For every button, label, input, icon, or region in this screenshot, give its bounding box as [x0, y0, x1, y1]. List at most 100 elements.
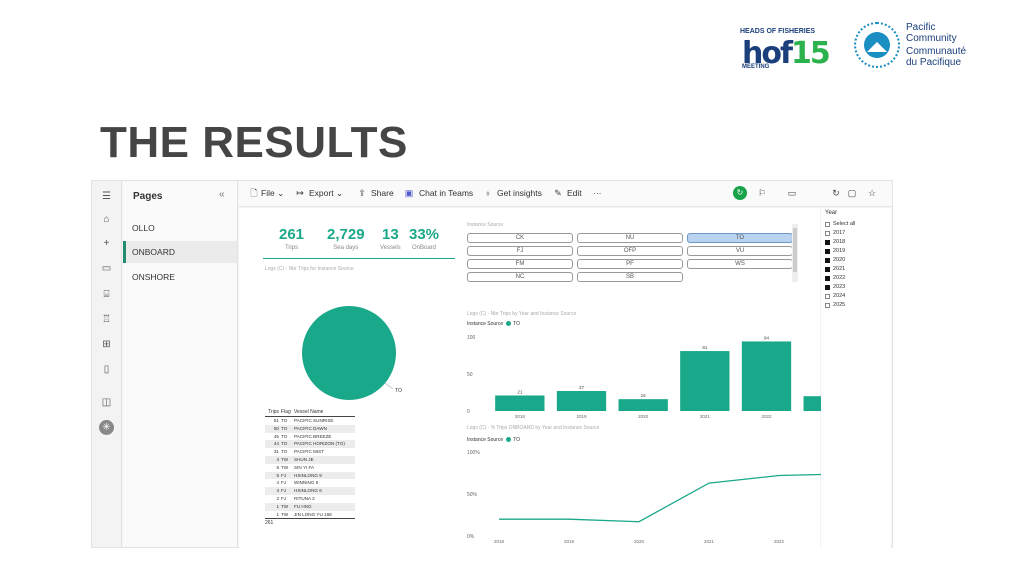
- browse-icon[interactable]: ▭: [101, 263, 112, 274]
- goals-icon[interactable]: ♖: [102, 314, 111, 325]
- trips-cell: 51: [273, 418, 279, 423]
- refresh-status-icon[interactable]: ↻: [733, 186, 747, 200]
- home-icon[interactable]: ⌂: [103, 214, 110, 225]
- checkbox-icon: [825, 239, 830, 245]
- slicer-option-ck[interactable]: CK: [467, 233, 573, 243]
- data-hub-icon[interactable]: ⌸: [103, 289, 110, 300]
- flag-cell: TW: [281, 456, 289, 462]
- slicer-option-to[interactable]: TO: [687, 233, 793, 243]
- table-row: 4 FJ WINNING 6: [265, 479, 355, 487]
- checkbox-icon: [825, 293, 830, 299]
- pie-caption: Logs (C) - Nbr Trips for Instance Source: [265, 266, 354, 272]
- hof-logo-mark: hof15: [742, 36, 831, 71]
- year-option-2021[interactable]: 2021: [825, 265, 845, 273]
- share-button[interactable]: Share: [371, 188, 394, 198]
- flag-cell: TW: [281, 503, 289, 509]
- checkbox-icon: [825, 266, 830, 272]
- export-menu[interactable]: Export ⌄: [309, 188, 344, 198]
- teams-icon: ▣: [404, 188, 414, 198]
- line-x-tick: 2021: [704, 539, 715, 544]
- comment-icon[interactable]: ▢: [847, 188, 857, 198]
- kpi-divider: [263, 258, 455, 259]
- bar-x-tick: 2022: [761, 414, 772, 419]
- line-legend: Instance Source TO: [467, 437, 520, 443]
- create-icon[interactable]: +: [103, 238, 110, 249]
- trips-cell: 5: [276, 472, 279, 478]
- line-x-tick: 2019: [564, 539, 575, 544]
- bar-legend: Instance Source TO: [467, 321, 520, 327]
- workspace-avatar-icon[interactable]: ✳: [99, 420, 114, 435]
- bar-y-tick: 50: [467, 372, 473, 378]
- year-option-label: Select all: [833, 221, 856, 227]
- slicer-option-vu[interactable]: VU: [687, 246, 793, 256]
- left-nav-rail: ☰ ⌂ + ▭ ⌸ ♖ ⊞ ▯ ◫ ✳: [92, 181, 122, 547]
- menu-icon[interactable]: ☰: [102, 191, 111, 202]
- heads-of-fisheries-logo: HEADS OF FISHERIES hof15 MEETING: [740, 28, 831, 72]
- get-insights-button[interactable]: Get insights: [497, 188, 542, 198]
- slicer-option-ws[interactable]: WS: [687, 259, 793, 269]
- bar-data-label: 16: [641, 393, 647, 398]
- slicer-option-nc[interactable]: NC: [467, 272, 573, 282]
- learn-icon[interactable]: ▯: [103, 364, 110, 375]
- year-option-2024[interactable]: 2024: [825, 292, 845, 300]
- bar-2022: [741, 341, 792, 411]
- table-row: 6 TW SIN YI FA: [265, 464, 355, 472]
- year-option-select-all[interactable]: Select all: [825, 220, 855, 228]
- trips-cell: 1: [276, 503, 279, 509]
- year-option-2019[interactable]: 2019: [825, 247, 845, 255]
- year-option-2020[interactable]: 2020: [825, 256, 845, 264]
- vessel-name-cell: WINNING 6: [294, 480, 319, 486]
- collapse-pages-icon[interactable]: «: [219, 189, 225, 200]
- vessel-name-cell: SIN YI FA: [294, 464, 315, 470]
- view-icon[interactable]: ▭: [787, 188, 797, 198]
- slicer-option-sb[interactable]: SB: [577, 272, 683, 282]
- year-option-2018[interactable]: 2018: [825, 238, 845, 246]
- reload-icon[interactable]: ↻: [832, 188, 840, 198]
- apps-icon[interactable]: ⊞: [102, 339, 111, 350]
- chat-in-teams-button[interactable]: Chat in Teams: [419, 188, 474, 198]
- year-option-2022[interactable]: 2022: [825, 274, 845, 282]
- report-canvas: 261 Trips 2,729 Sea days 13 Vessels 33% OnBo…: [239, 208, 855, 548]
- pacific-community-logo: Pacific Community Communauté du Pacifiqu…: [854, 22, 974, 72]
- slicer-option-pf[interactable]: PF: [577, 259, 683, 269]
- kpi-sea-days: 2,729 Sea days: [327, 226, 365, 251]
- slicer-option-fm[interactable]: FM: [467, 259, 573, 269]
- file-menu[interactable]: File ⌄: [261, 188, 285, 198]
- line-x-tick: 2022: [774, 539, 785, 544]
- bar-x-tick: 2020: [638, 414, 649, 419]
- bar-data-label: 81: [702, 345, 708, 350]
- page-tab-ollo[interactable]: OLLO: [132, 223, 155, 233]
- vessel-name-cell: PACIFIC DAWN: [294, 425, 327, 431]
- edit-button[interactable]: Edit: [567, 188, 582, 198]
- year-option-2017[interactable]: 2017: [825, 229, 845, 237]
- slicer-caption: Instance Source: [467, 222, 504, 228]
- table-row: 5 FJ HSINLONG 9: [265, 471, 355, 480]
- slicer-option-nu[interactable]: NU: [577, 233, 683, 243]
- page-tab-onshore[interactable]: ONSHORE: [132, 272, 175, 282]
- trips-cell: 4: [276, 480, 279, 486]
- more-options-button[interactable]: ···: [593, 188, 602, 198]
- page-tab-onboard[interactable]: ONBOARD: [123, 241, 237, 263]
- trips-cell: 31: [273, 449, 279, 455]
- table-row: 4 FJ HSINLONG 6: [265, 487, 355, 495]
- slicer-option-ofp[interactable]: OFP: [577, 246, 683, 256]
- pie-slice-to: [302, 306, 396, 400]
- vessel-name-cell: HSINLONG 6: [294, 488, 322, 494]
- year-option-label: 2018: [833, 239, 846, 245]
- workspaces-icon[interactable]: ◫: [101, 397, 112, 408]
- bar-2018: [495, 395, 545, 411]
- edit-icon: ✎: [554, 188, 562, 198]
- bar-data-label: 94: [764, 335, 770, 340]
- year-option-2023[interactable]: 2023: [825, 283, 845, 291]
- slicer-scrollbar[interactable]: [792, 224, 798, 282]
- favorite-icon[interactable]: ☆: [867, 188, 877, 198]
- line-x-tick: 2018: [494, 539, 505, 544]
- year-option-label: 2025: [833, 302, 846, 308]
- flag-cell: TW: [281, 511, 289, 517]
- year-option-2025[interactable]: 2025: [825, 301, 845, 309]
- slicer-option-fj[interactable]: FJ: [467, 246, 573, 256]
- vessel-name-cell: FU HNG: [294, 503, 312, 509]
- bookmark-icon[interactable]: ⚐: [757, 188, 767, 198]
- year-option-label: 2020: [833, 257, 846, 263]
